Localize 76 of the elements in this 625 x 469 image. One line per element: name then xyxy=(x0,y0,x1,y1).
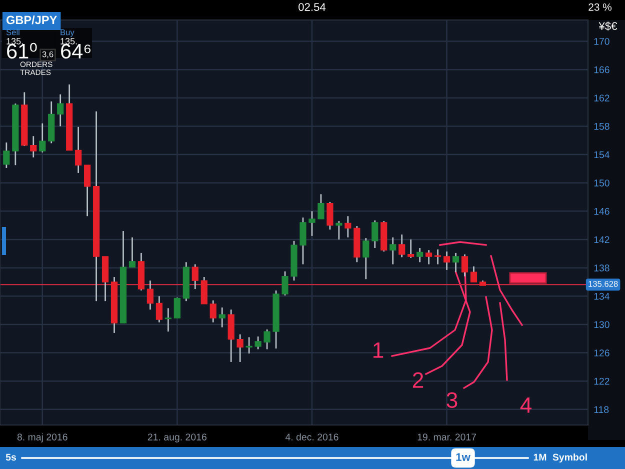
candlestick xyxy=(434,248,442,265)
annotation: 3,6 xyxy=(42,51,54,58)
candlestick xyxy=(362,237,370,280)
annotation: 64⁶ xyxy=(61,44,91,59)
candlestick xyxy=(174,296,180,319)
candlestick xyxy=(470,266,478,283)
candlestick xyxy=(164,307,172,332)
candlestick xyxy=(128,236,136,268)
annotation: 135. xyxy=(60,38,77,44)
candlestick xyxy=(318,193,324,220)
candlestick xyxy=(390,236,396,265)
candlestick xyxy=(75,126,82,174)
candlestick xyxy=(3,142,10,169)
y-tick-label: 130 xyxy=(594,321,610,328)
candlestick xyxy=(210,300,216,324)
candlestick xyxy=(326,201,334,230)
y-tick-label: 154 xyxy=(594,151,610,158)
candlestick xyxy=(156,295,162,324)
candlestick xyxy=(461,254,468,278)
text: 1M xyxy=(534,454,546,461)
text: 23 % xyxy=(588,3,612,11)
candlestick xyxy=(452,252,460,273)
y-tick-label: 126 xyxy=(594,350,610,356)
candlestick xyxy=(300,216,306,265)
annotation: 2 xyxy=(412,372,424,388)
annotation: Buy xyxy=(60,29,74,37)
annotation: 61⁰ xyxy=(7,42,37,59)
text: 02.54 xyxy=(298,3,326,11)
y-tick-label: 146 xyxy=(594,208,610,215)
candlestick xyxy=(254,336,262,350)
y-tick-label: 170 xyxy=(594,38,610,45)
y-tick-label: 142 xyxy=(594,236,610,244)
y-tick-label: 118 xyxy=(594,406,609,414)
text: 1w xyxy=(456,453,470,461)
y-tick-label: 162 xyxy=(594,94,610,102)
candlestick xyxy=(39,122,46,154)
y-tick-label: 122 xyxy=(594,378,610,385)
text: Symbol xyxy=(552,453,587,463)
y-tick-label: 138 xyxy=(594,264,610,272)
candlestick xyxy=(246,336,252,354)
text: 5s xyxy=(6,454,16,461)
candlestick xyxy=(408,238,414,259)
annotation: 135. xyxy=(6,38,23,44)
candlestick xyxy=(308,210,316,237)
x-tick-label: 8. maj 2016 xyxy=(17,433,68,442)
x-tick-label: 19. mar. 2017 xyxy=(418,434,476,440)
y-tick-label: 150 xyxy=(594,180,610,186)
y-tick-label: 158 xyxy=(594,122,610,130)
annotation: 1 xyxy=(374,342,384,358)
candlestick xyxy=(200,276,208,305)
candlestick xyxy=(336,220,342,240)
candlestick xyxy=(264,328,270,350)
candlestick xyxy=(84,164,91,217)
candlestick xyxy=(192,264,198,290)
candlestick xyxy=(443,250,450,271)
x-tick-label: 21. aug. 2016 xyxy=(148,434,206,442)
annotation: 3 xyxy=(446,392,458,408)
candlestick xyxy=(30,135,37,158)
ref-line-label: 135.628 xyxy=(588,280,618,287)
candlestick xyxy=(416,247,424,263)
chart-title: GBP/JPY xyxy=(6,16,57,24)
candlestick xyxy=(426,249,432,265)
candlestick xyxy=(236,334,244,363)
candlestick xyxy=(146,280,154,310)
candlestick xyxy=(398,234,406,258)
candlestick xyxy=(344,215,352,238)
candlestick xyxy=(218,306,226,328)
text: ¥$€ xyxy=(598,22,618,31)
y-tick-label: 166 xyxy=(594,66,610,74)
annotation: Sell xyxy=(6,29,20,36)
x-tick-label: 4. dec. 2016 xyxy=(285,433,338,440)
candlestick xyxy=(57,94,64,127)
y-tick-label: 134 xyxy=(594,292,610,300)
candlestick xyxy=(282,270,288,296)
candlestick xyxy=(372,220,378,249)
annotation: 4 xyxy=(520,397,532,413)
